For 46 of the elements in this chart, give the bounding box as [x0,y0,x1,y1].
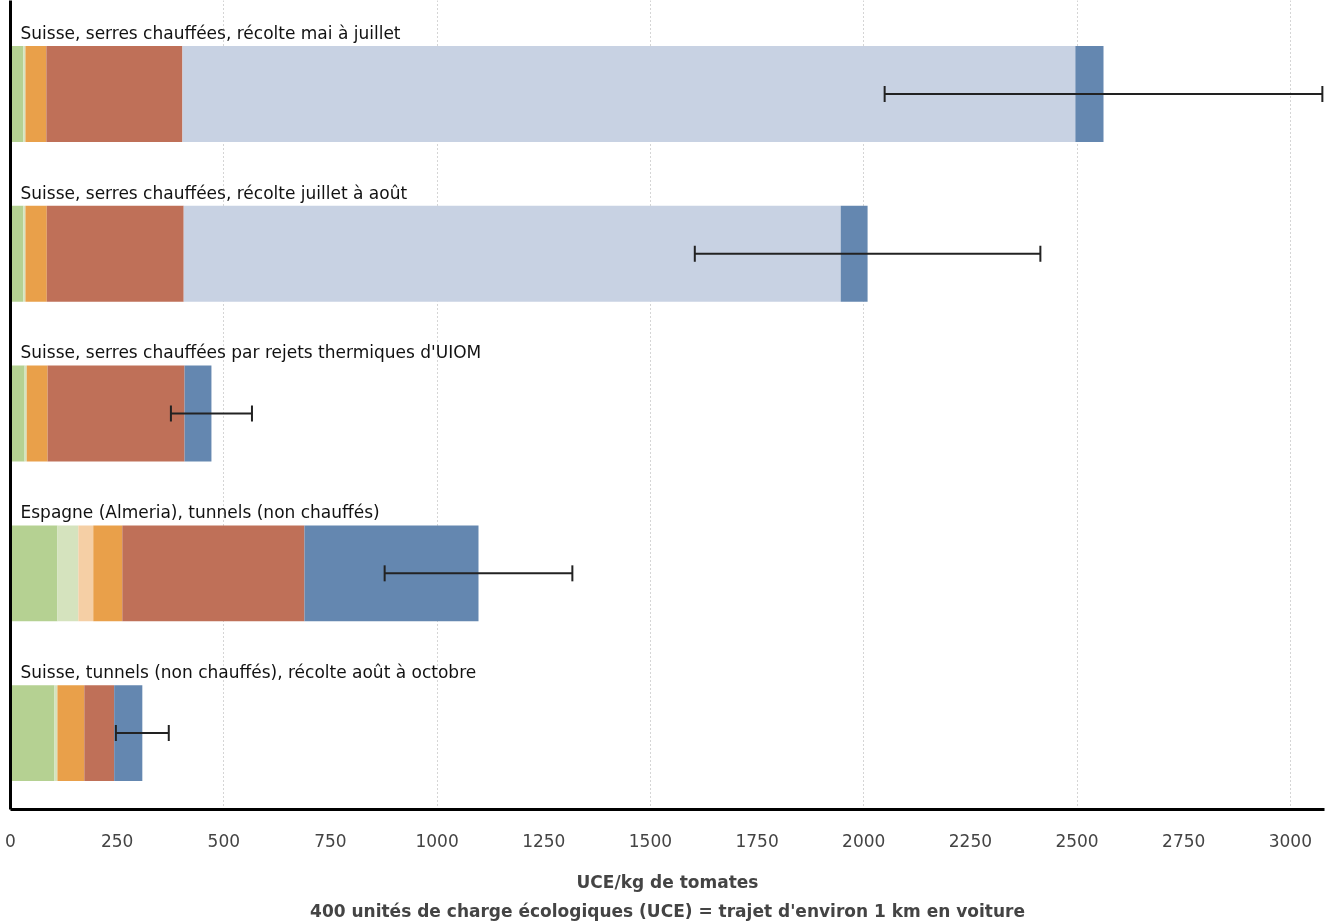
y-tick-label: Espagne (Almeria), tunnels (non chauffés) [20,502,380,523]
bar [23,205,26,302]
bar [57,525,79,622]
x-tick-label: 1000 [415,830,459,851]
x-tick-label: 1250 [522,830,566,851]
bar [10,365,25,462]
bar [304,525,479,622]
bar [1075,46,1104,142]
bar [46,205,184,302]
x-tick-label: 2750 [1162,830,1206,851]
x-axis-title: UCE/kg de tomates [576,871,759,892]
x-tick-label: 3000 [1268,830,1312,851]
x-tick-label: 250 [100,830,134,851]
bar [182,46,1076,142]
bar [46,46,183,142]
bar [10,685,55,782]
y-tick-label: Suisse, serres chauffées, récolte juillet à août [20,182,408,203]
x-tick-label: 0 [5,830,16,851]
y-tick-label: Suisse, serres chauffées, récolte mai à juillet [20,22,401,43]
bar [114,685,143,782]
bar [23,46,26,142]
bar [78,525,94,622]
bar [84,685,115,782]
bar [840,205,868,302]
bar [24,365,27,462]
x-tick-label: 1750 [735,830,779,851]
x-tick-label: 500 [207,830,241,851]
bar [122,525,305,622]
x-tick-label: 2000 [842,830,886,851]
text: 400 unités de charge écologiques (UCE) = trajet d'environ 1 km en voiture [310,900,1025,921]
bar [10,525,58,622]
x-tick-label: 750 [314,830,347,851]
bar [183,205,841,302]
bar [93,525,123,622]
x-tick-label: 2250 [948,830,993,851]
bar [47,365,185,462]
x-tick-label: 2500 [1055,830,1099,851]
y-tick-label: Suisse, serres chauffées par rejets thermiques d'UIOM [20,342,482,363]
bar [184,365,212,462]
x-tick-label: 1500 [628,830,673,851]
bar [54,685,58,782]
bar [25,46,47,142]
bar [25,205,47,302]
y-tick-label: Suisse, tunnels (non chauffés), récolte août à octobre [20,661,477,682]
bar [57,685,85,782]
bar [26,365,48,462]
